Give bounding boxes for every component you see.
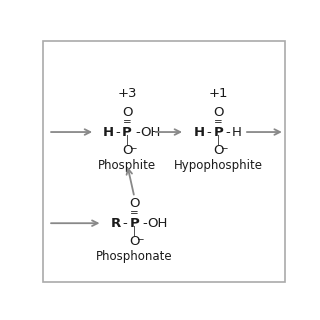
Text: -: -: [142, 217, 147, 230]
Text: −: −: [220, 143, 228, 152]
Text: O: O: [213, 106, 223, 119]
Text: |: |: [133, 226, 136, 236]
Text: H: H: [103, 125, 114, 139]
Text: -: -: [123, 217, 128, 230]
Text: -: -: [116, 125, 120, 139]
Text: O: O: [129, 197, 140, 210]
Text: O: O: [122, 106, 132, 119]
Text: +1: +1: [208, 87, 228, 100]
Text: +3: +3: [117, 87, 137, 100]
Text: H: H: [194, 125, 205, 139]
Text: =: =: [214, 117, 223, 127]
Text: Phosphonate: Phosphonate: [96, 250, 173, 263]
Text: OH: OH: [140, 125, 161, 139]
Text: O: O: [129, 235, 140, 248]
Text: H: H: [232, 125, 242, 139]
Text: P: P: [213, 125, 223, 139]
Text: |: |: [217, 135, 220, 145]
Text: =: =: [123, 117, 132, 127]
Text: Phosphite: Phosphite: [98, 159, 156, 172]
Text: R: R: [111, 217, 121, 230]
Text: O: O: [213, 144, 223, 157]
Text: O: O: [122, 144, 132, 157]
Text: Hypophosphite: Hypophosphite: [174, 159, 263, 172]
Text: OH: OH: [148, 217, 168, 230]
Text: -: -: [135, 125, 140, 139]
Text: =: =: [130, 208, 139, 218]
Text: P: P: [122, 125, 132, 139]
Text: -: -: [225, 125, 230, 139]
Text: -: -: [207, 125, 211, 139]
Text: |: |: [125, 135, 129, 145]
Text: −: −: [129, 143, 136, 152]
Text: −: −: [136, 234, 144, 243]
Text: P: P: [130, 217, 139, 230]
